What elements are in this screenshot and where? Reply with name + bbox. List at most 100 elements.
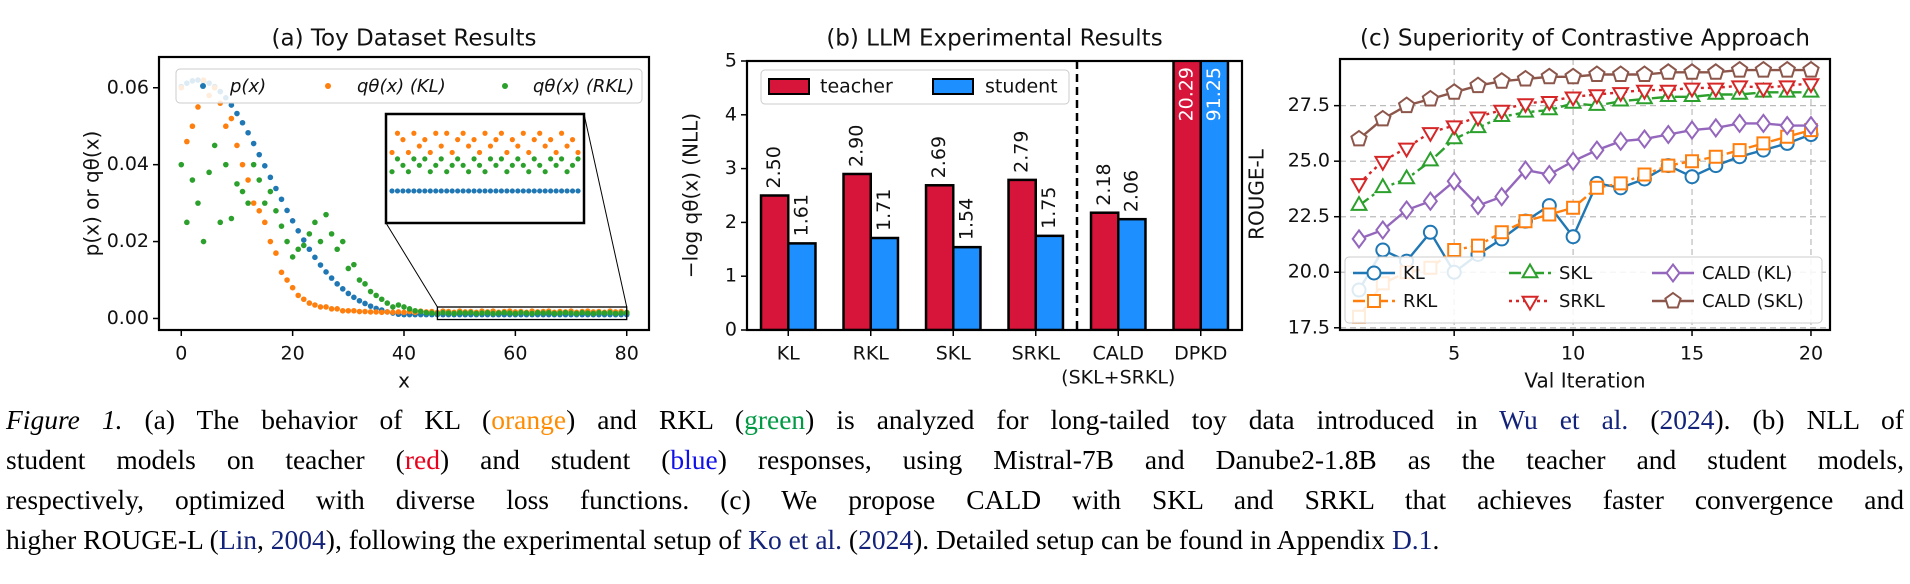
data-point xyxy=(1397,142,1416,159)
series-line xyxy=(1358,122,1811,241)
data-point xyxy=(351,294,357,301)
y-tick-label: 3 xyxy=(725,157,737,179)
inset-point xyxy=(504,188,510,194)
x-tick-label: (SKL+SRKL) xyxy=(1061,367,1175,389)
data-point xyxy=(596,309,602,316)
data-point xyxy=(323,304,329,310)
data-point xyxy=(1708,117,1724,139)
data-point xyxy=(1565,151,1581,172)
inset-point xyxy=(438,188,444,194)
data-point xyxy=(612,310,619,317)
chart-title: (c) Superiority of Contrastive Approach xyxy=(1360,26,1810,52)
caption-text: Lin xyxy=(218,524,258,555)
inset-point xyxy=(509,188,515,194)
figure: (a) Toy Dataset Results p(x) or qθ(x) x 0.0… xyxy=(80,26,1832,393)
data-point xyxy=(1397,168,1416,185)
caption-text: higher ROUGE-L ( xyxy=(6,524,219,555)
data-point xyxy=(456,309,463,316)
y-tick-label: 2 xyxy=(725,211,737,233)
inset-point xyxy=(498,188,505,194)
bar xyxy=(787,242,817,330)
inset-point xyxy=(400,188,406,194)
caption-text: , xyxy=(257,524,271,555)
inset-point xyxy=(416,188,422,194)
inset-point xyxy=(422,188,428,194)
data-point xyxy=(1587,89,1607,105)
inset-point xyxy=(411,130,417,136)
inset-point xyxy=(575,149,581,156)
bar xyxy=(1117,217,1147,330)
legend-label: CALD (KL) xyxy=(1702,263,1792,284)
data-point xyxy=(334,306,340,312)
data-point xyxy=(401,304,407,310)
inset-point xyxy=(405,149,412,156)
data-point xyxy=(345,290,352,297)
legend-box xyxy=(760,69,1070,105)
data-point xyxy=(317,238,324,245)
x-tick-label: SKL xyxy=(936,343,972,365)
data-point xyxy=(217,219,224,226)
x-tick-label: 60 xyxy=(503,343,527,365)
data-point xyxy=(1492,71,1511,89)
data-point xyxy=(250,200,257,206)
data-point xyxy=(1635,65,1654,82)
data-point xyxy=(1563,91,1583,108)
data-point xyxy=(373,292,379,299)
data-point xyxy=(273,250,279,256)
data-point xyxy=(1540,96,1559,112)
inset-point xyxy=(482,188,488,194)
caption-text: orange xyxy=(491,404,567,435)
caption-text: ( xyxy=(1628,404,1660,435)
data-point xyxy=(334,246,340,253)
data-point xyxy=(345,307,352,314)
inset-point xyxy=(455,156,461,162)
data-point xyxy=(300,296,307,303)
data-point xyxy=(1803,115,1819,136)
inset-point xyxy=(537,130,543,136)
inset-point xyxy=(498,156,505,162)
data-point xyxy=(518,309,524,316)
data-point xyxy=(1422,191,1439,212)
data-point xyxy=(1445,120,1464,137)
data-point xyxy=(1730,60,1749,78)
data-point xyxy=(1730,80,1749,97)
data-point xyxy=(245,200,251,206)
value-label: 1.54 xyxy=(955,198,977,240)
data-point xyxy=(356,297,363,304)
data-point xyxy=(462,310,469,316)
inset-frame xyxy=(384,112,586,225)
data-point xyxy=(1349,178,1369,194)
data-point xyxy=(1754,82,1773,99)
inset-point xyxy=(394,188,401,194)
y-tick-label: 17.5 xyxy=(1288,316,1330,338)
data-point xyxy=(451,310,457,317)
inset-point xyxy=(520,188,526,194)
x-tick-label: DPKD xyxy=(1174,343,1227,365)
caption-text: 2024 xyxy=(1659,404,1715,435)
caption-text: . xyxy=(1432,524,1440,555)
x-tick-label: 15 xyxy=(1680,343,1704,365)
inset-point xyxy=(575,188,581,194)
inset-point xyxy=(444,169,450,175)
data-point xyxy=(1445,83,1463,100)
data-point xyxy=(1566,200,1581,215)
data-point xyxy=(384,300,391,306)
y-tick-label: 27.5 xyxy=(1288,94,1330,116)
data-point xyxy=(300,242,307,249)
data-point xyxy=(1374,109,1392,127)
data-point xyxy=(1494,186,1510,207)
data-point xyxy=(1706,82,1725,99)
inset-point xyxy=(460,130,466,136)
x-axis-label: x xyxy=(398,369,410,393)
y-tick-label: 20.0 xyxy=(1288,261,1330,283)
data-point xyxy=(267,174,274,181)
data-point xyxy=(367,288,374,295)
bar xyxy=(842,172,873,330)
x-tick-label: RKL xyxy=(853,343,890,365)
data-point xyxy=(1659,63,1678,80)
data-point xyxy=(1755,113,1772,134)
y-tick-label: 0.02 xyxy=(107,230,149,252)
inset-point xyxy=(558,156,565,162)
data-point xyxy=(557,310,563,316)
